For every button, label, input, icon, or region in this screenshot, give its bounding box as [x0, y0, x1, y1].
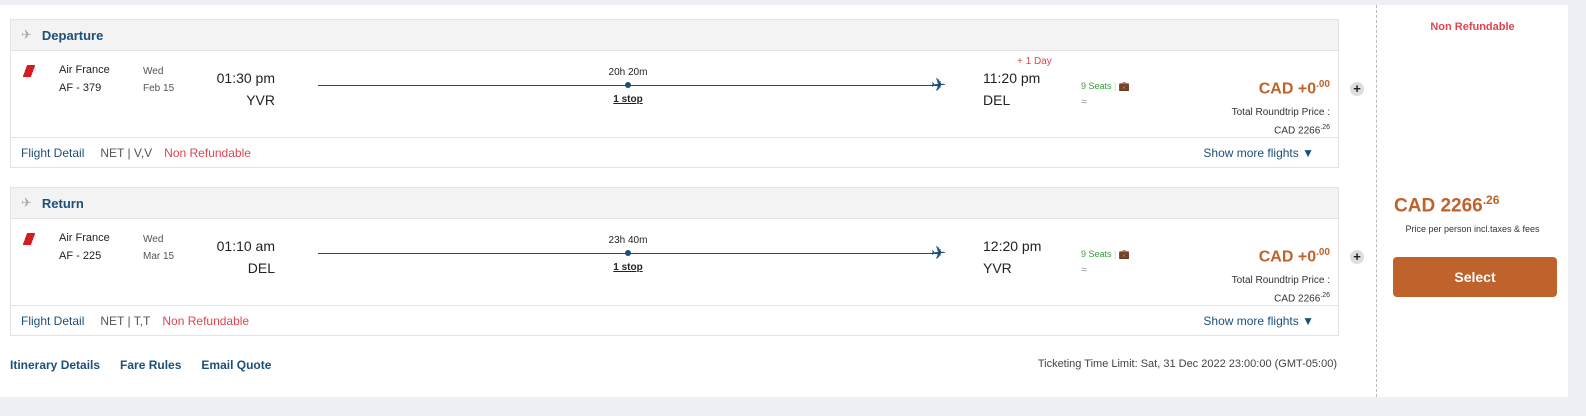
flight-number: AF - 379 [59, 82, 102, 94]
seats-left: 9 Seats [1081, 249, 1112, 259]
expand-plus-button[interactable]: + [1350, 82, 1364, 96]
plane-icon: ✈ [21, 27, 32, 42]
select-button[interactable]: Select [1393, 257, 1557, 297]
weekday: Wed [143, 234, 164, 245]
plane-icon: ✈ [931, 243, 947, 263]
departure-code: DEL [247, 260, 275, 276]
flight-number: AF - 225 [59, 250, 102, 262]
fare-class: NET | V,V [100, 145, 153, 160]
side-refund-status: Non Refundable [1430, 21, 1515, 33]
seats-left: 9 Seats [1081, 81, 1112, 91]
wifi-icon: ≈ [1081, 96, 1088, 108]
segment-title: Departure [41, 27, 104, 43]
stops-link[interactable]: 1 stop [613, 262, 643, 273]
weekday: Wed [143, 66, 164, 77]
fare-card: ✈ Departure Air France AF - 379 Wed Feb 15 … [0, 5, 1568, 397]
arrival-code: YVR [983, 260, 1012, 276]
duration: 23h 40m [608, 235, 648, 246]
fare-price: CAD +0.00 [1258, 79, 1330, 98]
baggage-icon: 💼 [1118, 81, 1131, 91]
itinerary-details-link[interactable]: Itinerary Details [10, 358, 101, 372]
plane-icon: ✈ [931, 75, 947, 95]
departure-time: 01:30 pm [216, 70, 275, 86]
total-label: Total Roundtrip Price : [1231, 107, 1330, 118]
segment-departure: ✈ Departure Air France AF - 379 Wed Feb 15 … [10, 19, 1339, 168]
segment-return: ✈ Return Air France AF - 225 Wed Mar 15 01:… [10, 187, 1339, 336]
fare-class: NET | T,T [100, 313, 151, 328]
baggage-icon: 💼 [1118, 249, 1131, 259]
flight-row[interactable]: Air France AF - 379 Wed Feb 15 01:30 pm YVR… [11, 51, 1338, 138]
plane-icon: ✈ [21, 195, 32, 210]
departure-code: YVR [246, 92, 275, 108]
flight-date: Feb 15 [143, 83, 175, 94]
segment-title: Return [41, 195, 84, 211]
airline-name: Air France [59, 232, 110, 244]
stop-dot [625, 250, 631, 256]
total-label: Total Roundtrip Price : [1231, 275, 1330, 286]
departure-time: 01:10 am [216, 238, 275, 254]
refund-status: Non Refundable [162, 313, 250, 328]
footer-links: Itinerary Details Fare Rules Email Quote [10, 358, 271, 372]
arrival-time: 11:20 pm [983, 70, 1041, 86]
ticketing-time-limit: Ticketing Time Limit: Sat, 31 Dec 2022 2… [1037, 358, 1337, 370]
caret-down-icon: ▼ [1302, 313, 1314, 328]
day-offset: + 1 Day [1017, 56, 1052, 67]
expand-plus-button[interactable]: + [1350, 250, 1364, 264]
airline-logo [21, 65, 37, 77]
flight-detail-link[interactable]: Flight Detail [21, 313, 85, 328]
show-more-flights-button[interactable]: Show more flights ▼ [1203, 145, 1314, 160]
total-price: CAD 2266.26 [1274, 124, 1330, 137]
refund-status: Non Refundable [164, 145, 251, 160]
stops-link[interactable]: 1 stop [613, 94, 643, 105]
duration: 20h 20m [608, 67, 648, 78]
stop-dot [625, 82, 631, 88]
flight-detail-link[interactable]: Flight Detail [21, 145, 85, 160]
email-quote-link[interactable]: Email Quote [201, 358, 272, 372]
side-total-price: CAD 2266.26 [1394, 193, 1500, 217]
fare-rules-link[interactable]: Fare Rules [120, 358, 182, 372]
caret-down-icon: ▼ [1302, 145, 1314, 160]
arrival-time: 12:20 pm [983, 238, 1042, 254]
total-price: CAD 2266.26 [1274, 292, 1330, 305]
wifi-icon: ≈ [1081, 264, 1088, 276]
price-note: Price per person incl.taxes & fees [1405, 224, 1540, 234]
show-more-flights-button[interactable]: Show more flights ▼ [1203, 313, 1314, 328]
airline-logo [21, 233, 37, 245]
flight-date: Mar 15 [143, 251, 175, 262]
divider [1376, 5, 1377, 397]
fare-price: CAD +0.00 [1258, 247, 1330, 266]
flight-row[interactable]: Air France AF - 225 Wed Mar 15 01:10 am DEL… [11, 219, 1338, 306]
arrival-code: DEL [983, 92, 1011, 108]
airline-name: Air France [59, 64, 110, 76]
